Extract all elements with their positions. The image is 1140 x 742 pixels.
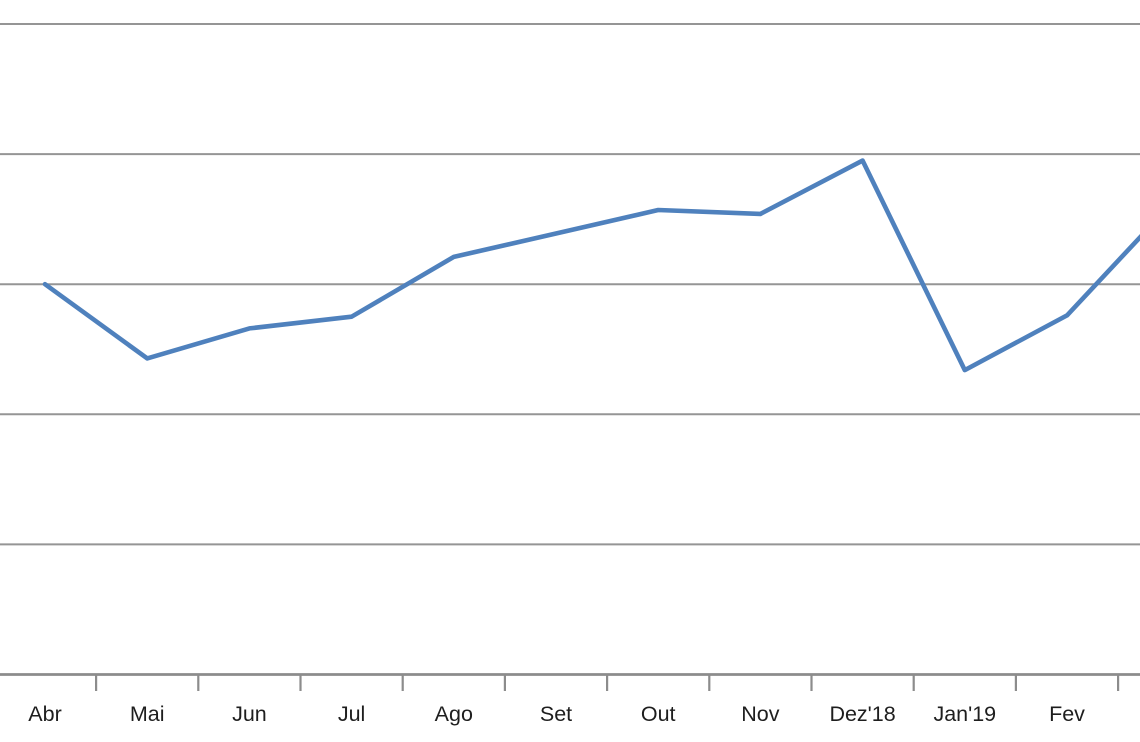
x-axis-label: Mai <box>130 702 165 726</box>
x-axis-label: Fev <box>1049 702 1085 726</box>
x-axis-label: Nov <box>741 702 779 726</box>
x-axis <box>0 673 1140 691</box>
x-axis-label: Abr <box>28 702 61 726</box>
data-series <box>42 158 1140 373</box>
x-axis-label: Jan'19 <box>933 702 996 726</box>
x-axis-label: Jun <box>232 702 267 726</box>
x-axis-label: Set <box>540 702 572 726</box>
x-axis-label: Out <box>641 702 676 726</box>
data-series-line <box>42 158 1140 373</box>
x-axis-labels: Abr Mai Jun Jul Ago Set Out Nov Dez'18 Jan'19 Fev <box>28 702 1085 726</box>
x-axis-label: Jul <box>338 702 365 726</box>
x-axis-label: Dez'18 <box>829 702 895 726</box>
gridlines <box>0 23 1140 546</box>
x-axis-label: Ago <box>435 702 473 726</box>
